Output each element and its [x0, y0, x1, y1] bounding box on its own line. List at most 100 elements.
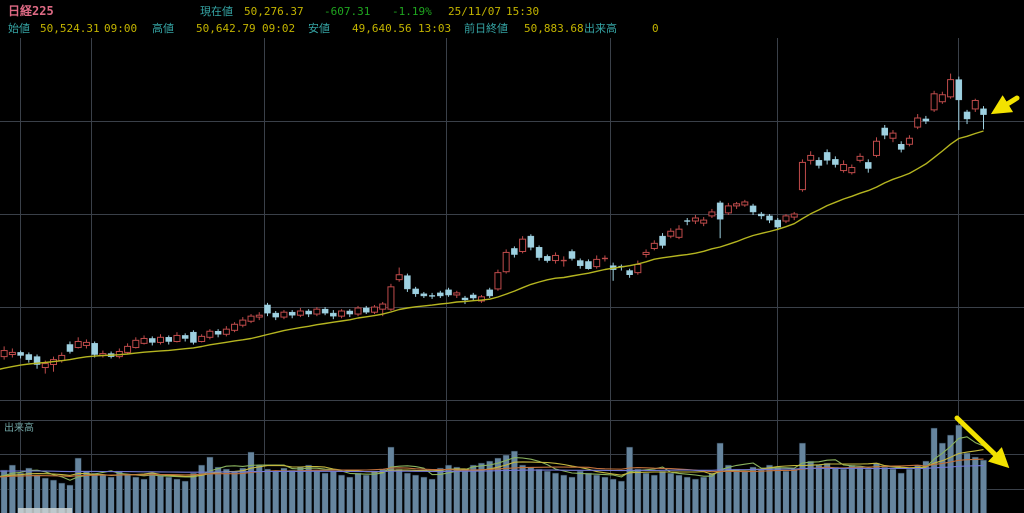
candle-up — [947, 73, 955, 99]
volume-bar — [140, 478, 148, 513]
candle-up — [675, 225, 683, 240]
candle-up — [691, 214, 699, 225]
volume-bar — [922, 460, 930, 513]
candle-down — [486, 287, 493, 298]
candle-up — [642, 249, 650, 258]
volume-bar — [280, 467, 288, 513]
candle-down — [17, 350, 24, 359]
volume-bar — [601, 476, 609, 513]
volume-bar — [58, 482, 66, 513]
price-pullback-arrow — [990, 95, 1020, 115]
volume-bar — [387, 446, 395, 513]
candle-up — [782, 214, 790, 224]
volume-bar — [354, 472, 362, 513]
volume-bar — [535, 468, 543, 513]
volume-bar — [560, 474, 568, 513]
candle-up — [889, 130, 897, 143]
candle-down — [832, 156, 839, 168]
bottom-scroll-fragment[interactable] — [18, 508, 72, 513]
instrument-name: 日経225 — [8, 4, 54, 18]
volume-bar — [66, 484, 74, 513]
candle-up — [231, 322, 239, 333]
candle-up — [198, 334, 206, 343]
volume-bar — [288, 469, 296, 513]
volume-bar — [576, 470, 584, 513]
volume-bar — [8, 464, 16, 513]
price-change-value: -607.31 — [324, 5, 371, 18]
candle-down — [66, 341, 74, 354]
volume-bar — [848, 464, 856, 513]
candle-down — [165, 335, 172, 345]
volume-bar — [774, 466, 782, 513]
candle-up — [601, 255, 608, 262]
candle-down — [626, 268, 633, 278]
candle-up — [338, 309, 346, 319]
volume-bar — [947, 434, 955, 513]
candle-up — [593, 255, 601, 269]
candle-down — [305, 309, 312, 318]
volume-bar — [148, 472, 156, 513]
volume-bar — [247, 451, 255, 513]
volume-bar — [189, 472, 197, 513]
volume-bar — [757, 468, 765, 513]
candle-down — [568, 249, 576, 261]
volume-bar — [214, 466, 222, 513]
candle-up — [370, 304, 378, 315]
candle-down — [190, 330, 197, 345]
volume-bar — [329, 470, 337, 513]
candle-down — [766, 214, 773, 224]
volume-bar — [519, 464, 527, 513]
volume-bar — [724, 464, 732, 513]
volume-bar — [889, 468, 897, 513]
candle-up — [552, 252, 560, 264]
volume-bar — [979, 459, 988, 513]
volume-bar — [453, 466, 461, 513]
volume-bar — [798, 442, 806, 513]
candle-up — [255, 312, 263, 321]
volume-bar — [486, 460, 494, 513]
candle-up — [354, 305, 362, 317]
volume-bar — [206, 456, 214, 513]
candle-down — [511, 246, 518, 258]
volume-bar — [510, 450, 518, 513]
candle-up — [280, 310, 288, 320]
volume-bar — [971, 456, 979, 513]
volume-bar — [346, 476, 354, 513]
volume-bar — [494, 457, 502, 513]
candle-up — [82, 339, 90, 349]
volume-bar — [305, 464, 313, 513]
candle-down — [527, 234, 535, 251]
candle-up — [856, 153, 864, 163]
candle-up — [239, 317, 247, 328]
candle-down — [684, 218, 691, 226]
volume-bar — [856, 466, 864, 513]
candle-down — [881, 124, 888, 140]
volume-bar — [749, 466, 757, 513]
volume-bar — [765, 464, 774, 513]
volume-bar — [469, 464, 477, 513]
volume-bar — [527, 466, 535, 513]
high-time: 09:02 — [262, 22, 296, 35]
candle-down — [469, 292, 477, 302]
volume-bar — [700, 476, 708, 513]
candle-up — [708, 208, 716, 218]
price-change-pct: -1.19% — [392, 5, 432, 18]
volume-bar — [658, 470, 667, 513]
candle-down — [609, 262, 617, 281]
candle-up — [387, 283, 395, 312]
volume-bar — [963, 452, 971, 513]
volume-bar — [840, 468, 848, 513]
volume-bar — [634, 468, 642, 513]
volume-bar — [99, 474, 107, 513]
volume-bar — [338, 474, 346, 513]
volume-bar — [831, 466, 839, 513]
volume-bar — [716, 442, 724, 513]
candle-up — [848, 164, 856, 175]
candle-down — [576, 258, 584, 269]
open-value: 50,524.31 — [40, 22, 100, 35]
volume-bar — [395, 468, 403, 513]
candle-up — [132, 337, 140, 349]
quote-header: 日経225 現在値 50,276.37 -607.31 -1.19% 25/11… — [0, 0, 1024, 37]
candle-down — [25, 352, 33, 363]
